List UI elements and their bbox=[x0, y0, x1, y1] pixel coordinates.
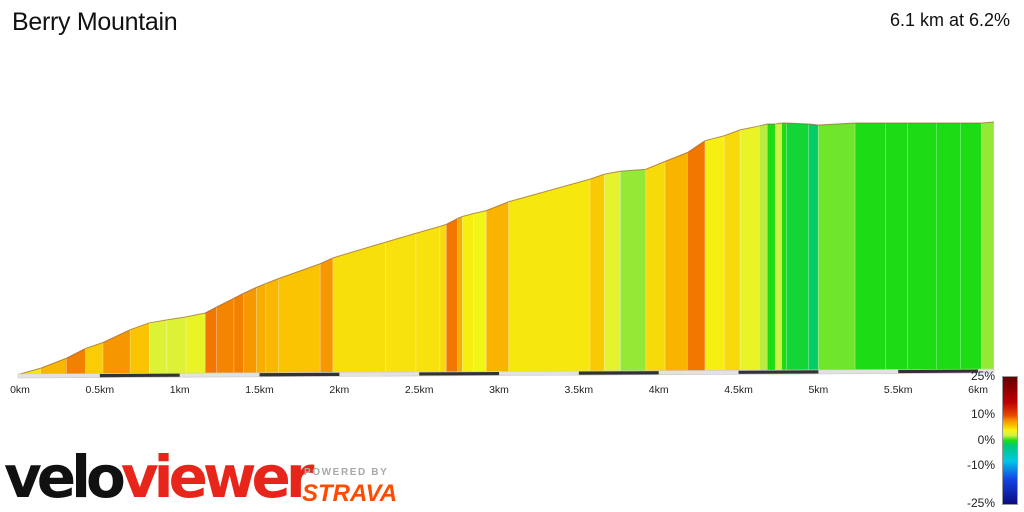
profile-segment bbox=[185, 312, 206, 374]
x-tick-label: 1.5km bbox=[245, 384, 274, 396]
profile-segment bbox=[786, 122, 810, 371]
profile-segment bbox=[385, 232, 417, 373]
profile-outline bbox=[19, 121, 995, 375]
profile-segment bbox=[758, 123, 768, 371]
profile-segment bbox=[473, 210, 487, 372]
profile-segment bbox=[604, 170, 621, 372]
profile-segment bbox=[446, 217, 458, 373]
profile-segment bbox=[216, 297, 235, 374]
gradient-scale-label: -10% bbox=[966, 457, 995, 472]
profile-segment bbox=[704, 135, 725, 371]
profile-segment bbox=[980, 121, 995, 370]
x-tick-label: 2.5km bbox=[404, 384, 434, 396]
x-tick-label: 1km bbox=[169, 384, 190, 396]
profile-segment bbox=[854, 122, 886, 371]
x-tick-label: 2km bbox=[329, 384, 350, 396]
profile-segment bbox=[204, 306, 217, 374]
x-tick-label: 0km bbox=[10, 384, 30, 396]
page-title: Berry Mountain bbox=[12, 8, 178, 36]
profile-segment bbox=[415, 225, 441, 373]
profile-segment bbox=[332, 241, 386, 373]
gradient-color-scale bbox=[1002, 376, 1018, 505]
profile-segment bbox=[808, 123, 819, 371]
profile-segment bbox=[233, 292, 244, 374]
x-tick-label: 5.5km bbox=[883, 384, 913, 396]
profile-segment bbox=[620, 168, 647, 372]
veloviewer-logo: veloviewer bbox=[4, 443, 314, 511]
profile-segment bbox=[645, 160, 666, 372]
profile-segment bbox=[508, 178, 591, 372]
profile-segment bbox=[40, 357, 67, 375]
x-tick-label: 0.5km bbox=[85, 384, 115, 396]
profile-segment bbox=[265, 278, 279, 374]
profile-segment bbox=[166, 316, 187, 374]
profile-segment bbox=[461, 213, 474, 373]
profile-segment bbox=[457, 216, 463, 373]
strava-logo: STRAVA bbox=[302, 480, 398, 507]
profile-segment bbox=[723, 129, 741, 371]
profile-segment bbox=[243, 286, 257, 374]
profile-segment bbox=[319, 257, 334, 373]
profile-segment bbox=[739, 125, 760, 371]
profile-segment bbox=[439, 223, 447, 373]
powered-by-label: POWERED BY bbox=[304, 467, 389, 478]
gradient-scale-label: -25% bbox=[966, 496, 995, 510]
gradient-scale-label: 0% bbox=[977, 432, 995, 447]
gradient-scale-label: 25% bbox=[970, 369, 995, 383]
x-tick-label: 4.5km bbox=[724, 384, 753, 396]
climb-summary: 6.1 km at 6.2% bbox=[889, 10, 1010, 30]
profile-segment bbox=[149, 319, 168, 374]
profile-segment bbox=[278, 263, 321, 373]
profile-segment bbox=[485, 201, 509, 372]
profile-segment bbox=[907, 122, 937, 370]
profile-segment bbox=[664, 152, 688, 371]
profile-segment bbox=[818, 122, 856, 371]
profile-segment bbox=[66, 347, 86, 375]
x-tick-label: 4km bbox=[648, 384, 669, 396]
x-tick-label: 6km bbox=[968, 384, 988, 396]
profile-segment bbox=[936, 122, 961, 370]
profile-segment bbox=[256, 282, 267, 374]
profile-segment bbox=[774, 122, 782, 371]
profile-segment bbox=[129, 322, 150, 374]
profile-segment bbox=[766, 123, 776, 371]
profile-segment bbox=[960, 122, 982, 370]
profile-segment bbox=[781, 122, 787, 371]
x-tick-label: 3km bbox=[489, 384, 509, 396]
profile-segment bbox=[885, 122, 909, 370]
x-tick-label: 5km bbox=[808, 384, 829, 396]
profile-segment bbox=[687, 140, 706, 371]
profile-segment bbox=[589, 173, 605, 372]
x-tick-label: 3.5km bbox=[564, 384, 594, 396]
gradient-scale-label: 10% bbox=[970, 407, 995, 422]
